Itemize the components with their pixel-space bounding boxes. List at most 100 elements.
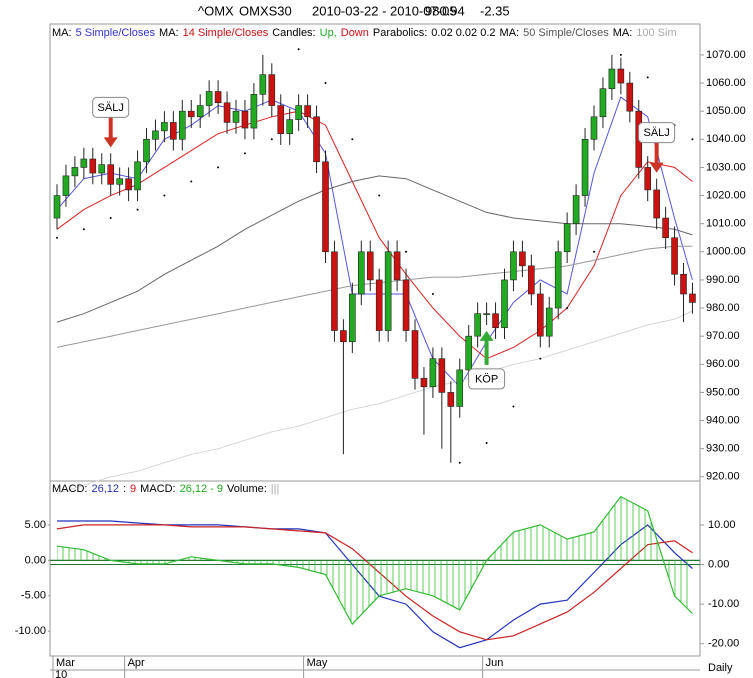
candle-body: [322, 161, 329, 253]
candle-body: [393, 251, 401, 281]
y2-tick-label: -10.00: [708, 598, 739, 610]
macd-line: [56, 495, 693, 626]
y-tick-label: 1030.00: [706, 161, 746, 173]
candle-body: [107, 164, 114, 185]
candle-body: [456, 369, 464, 407]
y-tick-label: 1060.00: [706, 77, 746, 89]
candle-body: [295, 105, 302, 120]
legend-entry: Up,: [320, 27, 337, 39]
candle-body: [689, 293, 696, 303]
legend-entry: MA:: [159, 27, 179, 39]
y-tick-label: 1000.00: [706, 246, 746, 258]
candle-body: [653, 189, 660, 219]
legend-entry: :: [123, 483, 126, 495]
signal-label: KÖP: [475, 373, 498, 385]
legend: MA: 5 Simple/Closes MA: 14 Simple/Closes Can…: [52, 27, 677, 39]
candle-body: [331, 251, 338, 331]
candle-body: [402, 279, 410, 331]
candle-body: [143, 139, 150, 163]
ma-line: [56, 175, 693, 323]
candle-body: [223, 102, 231, 123]
y-tick-label: 1020.00: [706, 189, 746, 201]
sar-dot: [82, 228, 85, 231]
legend-entry: 100 Sim: [636, 27, 676, 39]
candle-body: [170, 122, 177, 140]
y2-tick-label: 0.00: [708, 558, 729, 570]
candle-body: [340, 330, 347, 343]
legend-entry: MACD:: [140, 483, 175, 495]
y-tick-label: 930.00: [706, 443, 740, 455]
candle-body: [599, 88, 607, 118]
sar-dot: [619, 53, 622, 56]
candle-body: [492, 313, 499, 329]
candle-body: [563, 223, 571, 253]
x-tick-label: Apr: [128, 657, 145, 669]
y-tick-label: 1050.00: [706, 105, 746, 117]
legend-entry: 26,12: [91, 483, 119, 495]
candle-body: [581, 139, 589, 196]
legend-entry: Parabolics:: [373, 27, 427, 39]
sar-dot: [163, 194, 166, 197]
candle-body: [125, 178, 132, 191]
candle-body: [608, 68, 616, 89]
legend-entry: Down: [341, 27, 369, 39]
signal-arrow: [103, 113, 118, 148]
date-range: 2010-03-22 - 2010-07-05: [312, 3, 457, 18]
candle-body: [501, 279, 508, 329]
x-tick-label: May: [307, 657, 328, 669]
candle-body: [232, 110, 240, 123]
candle-body: [384, 251, 392, 331]
signal-box: [92, 96, 130, 118]
macd-panel: [49, 480, 701, 657]
candle-body: [98, 164, 106, 174]
candle-body: [205, 91, 213, 106]
candle-body: [554, 251, 562, 309]
y-tick-label: -10.00: [15, 625, 46, 637]
y-tick-label: 980.00: [706, 302, 740, 314]
signal-label: SÄLJ: [98, 102, 124, 114]
sar-dot: [458, 461, 461, 464]
candle-body: [572, 195, 580, 224]
index-name: OMXS30: [239, 3, 292, 18]
y-tick-label: 1070.00: [706, 49, 746, 61]
candle-body: [134, 161, 141, 191]
candle-body: [304, 105, 311, 118]
candle-body: [214, 91, 222, 104]
candle-body: [313, 116, 320, 163]
candle-body: [179, 110, 186, 140]
candle-body: [277, 105, 285, 134]
legend-entry: Candles:: [272, 27, 315, 39]
sar-dot: [691, 138, 694, 141]
sar-dot: [136, 208, 139, 211]
sar-dot: [351, 138, 354, 141]
legend-entry: 26,12 - 9: [180, 483, 223, 495]
legend-entry: 5 Simple/Closes: [76, 27, 156, 39]
y-tick-label: 0.00: [25, 554, 46, 566]
legend: MACD: 26,12:9 MACD: 26,12 - 9 Volume: |||: [52, 483, 279, 495]
legend-entry: 50 Simple/Closes: [523, 27, 609, 39]
x-tick-label: Mar: [56, 657, 75, 669]
candle-body: [196, 105, 204, 118]
legend-entry: Volume:: [227, 483, 267, 495]
candle-body: [536, 293, 544, 337]
candle-body: [286, 119, 294, 134]
candle-body: [420, 378, 428, 388]
candle-body: [447, 392, 455, 407]
sar-dot: [190, 180, 193, 183]
y-tick-label: 1040.00: [706, 133, 746, 145]
sar-dot: [378, 194, 381, 197]
legend-entry: 14 Simple/Closes: [183, 27, 269, 39]
y-tick-label: 950.00: [706, 386, 740, 398]
signal-arrow: [479, 330, 494, 365]
signal-arrow: [649, 138, 664, 173]
y-tick-label: 990.00: [706, 274, 740, 286]
sar-dot: [646, 76, 649, 79]
candle-body: [62, 175, 70, 196]
sar-dot: [217, 166, 220, 169]
y-tick-label: 940.00: [706, 414, 740, 426]
sar-dot: [539, 357, 542, 360]
ma-line: [56, 110, 693, 360]
candle-body: [644, 167, 652, 191]
sar-dot: [270, 138, 273, 141]
